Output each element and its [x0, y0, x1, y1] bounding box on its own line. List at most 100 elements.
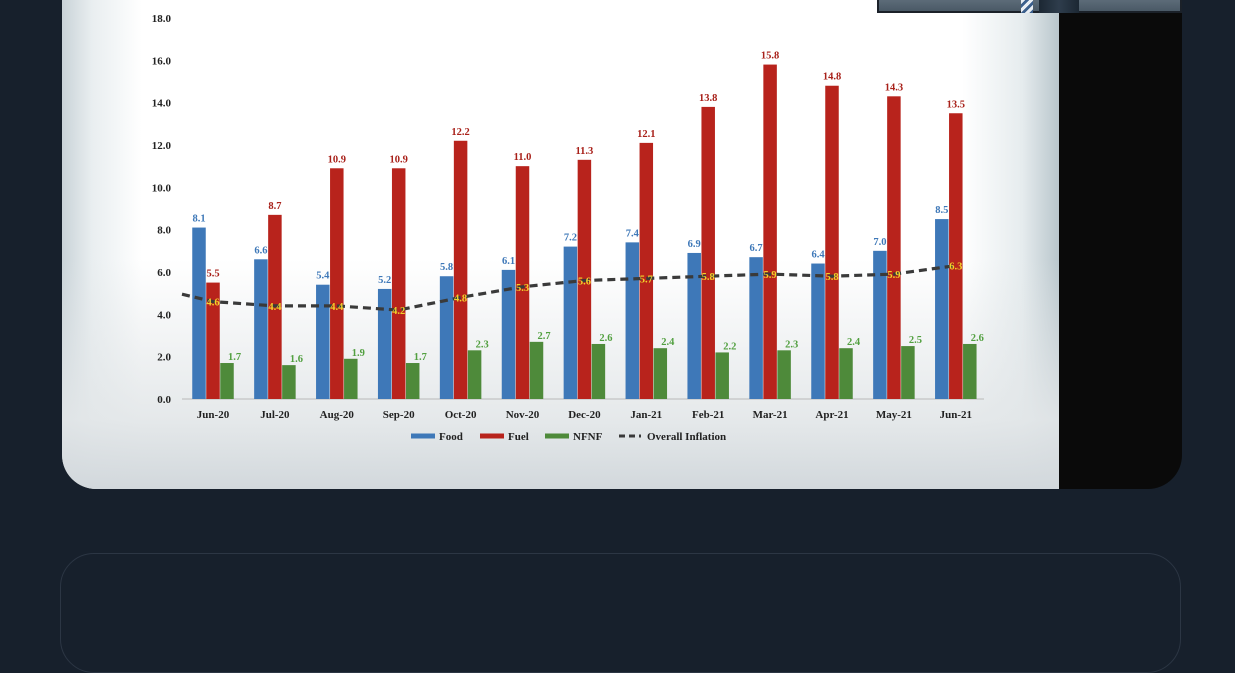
data-label-fuel: 15.8	[761, 51, 779, 62]
data-label-overall-inflation: 5.6	[578, 276, 591, 287]
data-label-food: 6.9	[688, 239, 701, 250]
data-label-fuel: 13.5	[947, 99, 965, 110]
bar-fuel	[453, 140, 468, 399]
data-label-fuel: 10.9	[328, 154, 346, 165]
data-label-overall-inflation: 5.7	[640, 274, 653, 285]
x-tick-label: Nov-20	[506, 409, 540, 421]
data-label-fuel: 8.7	[268, 201, 281, 212]
data-label-nfnf: 2.3	[785, 339, 798, 350]
y-axis: 0.0 2.0 4.0 6.0 8.0 10.0 12.0 14.0 16.0 18.0	[152, 13, 172, 406]
data-label-overall-inflation: 6.3	[949, 262, 962, 273]
presenter-figure	[1039, 0, 1079, 13]
bar-fuel	[763, 64, 777, 400]
bar-food	[563, 246, 578, 399]
legend-swatch-food	[411, 433, 435, 439]
bar-nfnf	[467, 350, 482, 399]
bar-fuel	[206, 282, 220, 399]
data-label-overall-inflation: 5.8	[702, 272, 715, 283]
data-label-overall-inflation: 5.9	[764, 270, 777, 281]
bar-food	[811, 263, 825, 399]
data-label-nfnf: 2.6	[971, 333, 984, 344]
overall-inflation-line: 4.6 4.4 4.4 4.2 4.8 5.3 5.6 5.7 5.8 5.9 5.8 5.9 6.3	[181, 262, 962, 317]
bar-food	[625, 242, 640, 399]
bar-food	[316, 284, 330, 399]
y-tick-label: 14.0	[152, 98, 172, 110]
bar-nfnf	[653, 348, 668, 399]
data-label-nfnf: 2.3	[476, 339, 489, 350]
legend-label-food: Food	[439, 431, 463, 443]
bar-food	[192, 227, 206, 399]
bar-nfnf	[405, 363, 420, 399]
legend-label-overall-inflation: Overall Inflation	[647, 431, 726, 443]
data-label-overall-inflation: 4.6	[206, 298, 219, 309]
bar-food	[254, 259, 268, 399]
data-label-fuel: 5.5	[206, 269, 219, 280]
bar-food	[687, 252, 701, 399]
bar-fuel	[391, 168, 406, 399]
y-tick-label: 2.0	[157, 352, 171, 364]
legend-label-nfnf: NFNF	[573, 431, 603, 443]
y-tick-label: 6.0	[157, 267, 171, 279]
data-label-food: 8.1	[192, 214, 205, 225]
x-tick-label: Jan-21	[630, 409, 662, 421]
bar-food	[439, 276, 454, 399]
data-label-food: 8.5	[935, 205, 948, 216]
y-tick-label: 10.0	[152, 182, 172, 194]
x-tick-label: Sep-20	[383, 409, 415, 421]
data-label-nfnf: 1.7	[414, 352, 427, 363]
x-tick-label: Feb-21	[692, 409, 724, 421]
data-label-overall-inflation: 5.8	[825, 272, 838, 283]
bar-nfnf	[220, 363, 234, 399]
data-label-food: 7.4	[626, 228, 640, 239]
bar-nfnf	[963, 343, 977, 399]
y-tick-label: 12.0	[152, 140, 172, 152]
data-label-nfnf: 2.6	[599, 333, 612, 344]
x-tick-label: Jul-20	[260, 409, 290, 421]
data-label-overall-inflation: 4.4	[268, 302, 282, 313]
bar-food	[377, 288, 392, 399]
bar-fuel	[701, 106, 715, 400]
x-tick-label: Apr-21	[815, 409, 848, 421]
bar-food	[501, 269, 516, 399]
data-label-overall-inflation: 4.4	[330, 302, 344, 313]
data-label-overall-inflation: 5.3	[516, 283, 529, 294]
y-tick-label: 4.0	[157, 309, 171, 321]
bar-labels: 8.1 6.6 5.4 5.2 5.8 6.1 7.2 7.4 6.9 6.7 6.4 7.0 8.5 5…	[192, 51, 983, 366]
presenter-video-thumbnail[interactable]	[877, 0, 1182, 13]
data-label-food: 5.2	[378, 275, 391, 286]
x-tick-label: Dec-20	[568, 409, 601, 421]
bar-nfnf	[777, 350, 791, 399]
data-label-fuel: 14.8	[823, 72, 841, 83]
bar-fuel	[330, 168, 344, 399]
x-tick-label: Mar-21	[753, 409, 788, 421]
y-tick-label: 8.0	[157, 225, 171, 237]
bar-food	[749, 257, 763, 399]
bar-nfnf	[715, 352, 729, 399]
bar-nfnf	[591, 343, 606, 399]
x-tick-label: Jun-20	[197, 409, 230, 421]
y-tick-label: 16.0	[152, 55, 172, 67]
data-label-nfnf: 2.5	[909, 335, 922, 346]
x-tick-label: Jun-21	[940, 409, 972, 421]
bar-nfnf	[529, 341, 544, 399]
data-label-overall-inflation: 4.2	[392, 306, 405, 317]
x-axis: Jun-20 Jul-20 Aug-20 Sep-20 Oct-20 Nov-20 Dec-…	[182, 398, 984, 421]
data-label-fuel: 13.8	[699, 93, 717, 104]
data-label-nfnf: 1.9	[352, 348, 365, 359]
bottom-card	[60, 553, 1181, 673]
data-label-food: 7.2	[564, 233, 577, 244]
data-label-fuel: 11.3	[576, 146, 594, 157]
presenter-tie	[1021, 0, 1033, 13]
data-label-fuel: 10.9	[390, 154, 408, 165]
data-label-food: 7.0	[873, 237, 886, 248]
bar-nfnf	[344, 358, 358, 399]
data-label-fuel: 12.2	[451, 127, 469, 138]
data-label-nfnf: 2.4	[661, 337, 675, 348]
data-label-food: 5.8	[440, 262, 453, 273]
data-label-fuel: 11.0	[514, 152, 532, 163]
data-label-food: 6.1	[502, 256, 515, 267]
legend-swatch-nfnf	[545, 433, 569, 439]
data-label-food: 6.6	[254, 245, 267, 256]
data-label-nfnf: 2.4	[847, 337, 861, 348]
overall-inflation-path	[181, 264, 957, 312]
